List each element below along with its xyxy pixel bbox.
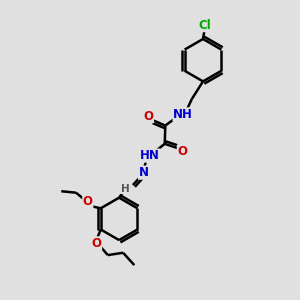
Text: NH: NH	[173, 108, 193, 121]
Text: Cl: Cl	[198, 19, 211, 32]
Text: HN: HN	[140, 149, 160, 162]
Text: O: O	[92, 237, 102, 250]
Text: N: N	[139, 166, 148, 179]
Text: H: H	[121, 184, 129, 194]
Text: O: O	[177, 145, 188, 158]
Text: O: O	[143, 110, 154, 123]
Text: O: O	[83, 195, 93, 208]
